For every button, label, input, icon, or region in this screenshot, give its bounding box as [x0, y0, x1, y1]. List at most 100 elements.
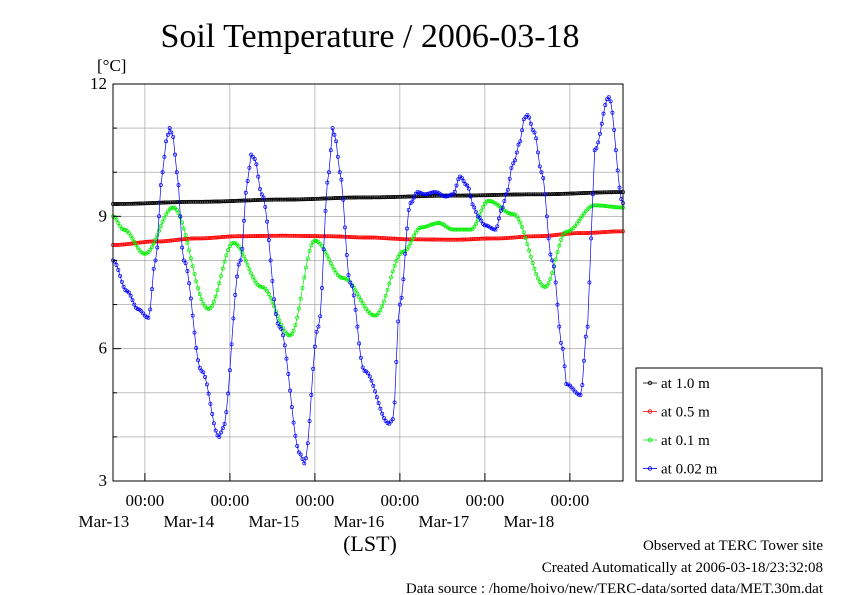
data-point	[321, 196, 326, 201]
data-point	[316, 196, 321, 201]
data-point	[213, 235, 218, 240]
data-point	[190, 264, 195, 269]
data-point	[243, 198, 248, 203]
data-point	[392, 263, 397, 268]
data-point	[114, 263, 119, 267]
data-point	[498, 192, 503, 197]
data-point	[516, 217, 521, 221]
data-point	[291, 197, 296, 202]
data-point	[219, 235, 223, 240]
data-point	[569, 191, 574, 196]
legend-label: at 0.1 m	[661, 433, 710, 449]
data-point	[295, 315, 300, 320]
data-point	[383, 293, 388, 298]
data-point	[560, 233, 565, 238]
data-point	[406, 237, 411, 242]
data-point	[378, 406, 383, 411]
data-point	[275, 321, 280, 326]
data-point	[332, 267, 337, 272]
x-tick-time-label: 00:00	[126, 491, 165, 510]
data-point	[541, 234, 546, 239]
data-point	[373, 313, 378, 318]
plot-frame	[112, 83, 624, 482]
data-point	[256, 174, 261, 179]
data-point	[211, 421, 216, 426]
data-point	[528, 254, 533, 259]
data-point	[385, 287, 390, 292]
data-point	[461, 227, 466, 232]
data-point	[151, 266, 156, 271]
data-point	[429, 222, 434, 227]
data-point	[153, 258, 158, 263]
data-point	[226, 391, 231, 396]
data-point	[153, 237, 158, 242]
data-point	[527, 248, 532, 253]
data-point	[424, 237, 429, 242]
data-point	[201, 199, 206, 204]
data-point	[555, 250, 560, 255]
data-point	[514, 214, 519, 219]
data-point	[445, 194, 450, 199]
data-point	[518, 139, 523, 144]
data-point	[247, 267, 252, 272]
data-point	[181, 237, 186, 242]
data-point	[126, 290, 131, 295]
data-point	[424, 224, 429, 229]
data-point	[601, 111, 606, 116]
data-point	[279, 233, 284, 238]
data-point	[543, 192, 548, 197]
data-point	[486, 236, 491, 241]
data-point	[351, 195, 356, 200]
data-point	[344, 252, 349, 257]
footer-source: Data source : /home/hoivo/new/TERC-data/…	[406, 581, 824, 595]
data-point	[139, 201, 144, 206]
data-point	[583, 231, 588, 235]
data-point	[431, 190, 436, 195]
data-point	[413, 230, 418, 235]
data-point	[578, 393, 583, 397]
data-point	[116, 268, 121, 272]
data-point	[389, 275, 393, 280]
data-point	[596, 203, 601, 208]
data-point	[612, 190, 617, 195]
data-point	[222, 422, 227, 426]
data-point	[201, 236, 206, 241]
data-point	[482, 223, 487, 228]
data-point	[394, 194, 399, 199]
data-point	[491, 236, 496, 241]
data-point	[580, 383, 585, 387]
data-point	[454, 193, 459, 198]
data-point	[181, 199, 186, 204]
data-point	[606, 204, 611, 209]
data-point	[334, 139, 339, 144]
data-point	[132, 302, 137, 307]
data-point	[343, 225, 347, 230]
data-point	[219, 430, 223, 435]
data-point	[270, 299, 275, 304]
x-tick-date-label: Mar-16	[334, 512, 385, 531]
x-tick-time-label: 00:00	[381, 491, 420, 510]
data-point	[327, 170, 331, 175]
data-point	[249, 198, 254, 203]
data-point	[259, 284, 264, 289]
data-point	[273, 312, 278, 316]
data-point	[268, 258, 273, 263]
data-point	[613, 229, 618, 234]
data-point	[197, 366, 202, 370]
data-point	[178, 214, 183, 219]
data-point	[415, 190, 420, 195]
data-point	[199, 199, 204, 204]
data-point	[433, 190, 438, 195]
x-tick-date-label: Mar-14	[164, 512, 215, 531]
data-point	[576, 191, 581, 196]
data-point	[553, 257, 558, 262]
data-point	[369, 378, 374, 383]
data-point	[309, 197, 314, 201]
data-point	[606, 95, 611, 100]
data-point	[587, 280, 592, 285]
data-point	[309, 234, 314, 239]
data-point	[364, 235, 369, 240]
data-point	[599, 121, 604, 126]
data-point	[436, 237, 441, 242]
data-point	[208, 306, 213, 311]
